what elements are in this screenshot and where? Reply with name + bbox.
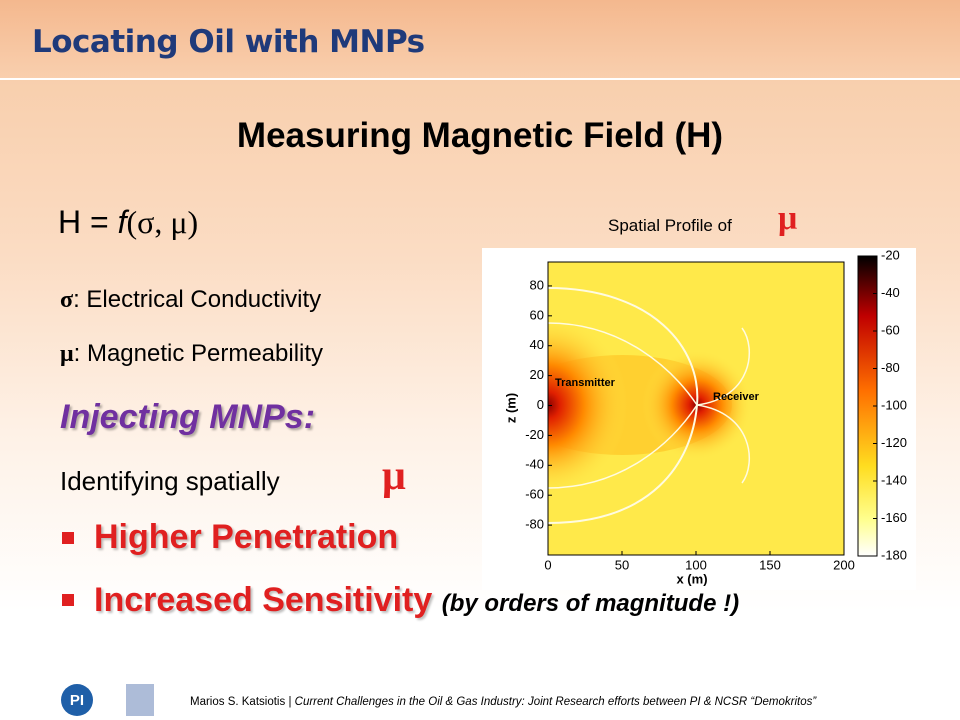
colorbar-tick-label: -180: [881, 547, 907, 562]
subtitle: Measuring Magnetic Field (H): [236, 116, 724, 155]
footer-talk: Current Challenges in the Oil & Gas Indu…: [294, 696, 817, 708]
y-tick-label: 40: [530, 337, 544, 352]
definition-text: : Electrical Conductivity: [73, 286, 322, 313]
logo-text: PI: [70, 692, 84, 709]
x-tick-label: 200: [833, 557, 855, 572]
slide-title: Locating Oil with MNPs: [32, 24, 425, 60]
y-tick-label: -60: [525, 487, 544, 502]
definition: σ: Electrical Conductivity: [60, 286, 321, 314]
footer-author: Marios S. Katsiotis: [190, 696, 286, 708]
annotation: Receiver: [713, 391, 760, 403]
logo: [61, 684, 93, 716]
definition-symbol: σ: [60, 287, 74, 313]
formula-lhs: H =: [58, 204, 109, 240]
colorbar-tick-label: -60: [881, 322, 900, 337]
x-tick-label: 50: [615, 557, 629, 572]
footer-separator: |: [288, 696, 292, 708]
x-tick-label: 100: [685, 557, 707, 572]
statement: Identifying spatially: [60, 466, 280, 496]
definition: μ: Magnetic Permeability: [60, 340, 323, 368]
x-axis-label: x (m): [676, 571, 707, 586]
annotation: Transmitter: [555, 377, 616, 389]
y-tick-label: -80: [525, 517, 544, 532]
formula-args: (σ, μ): [126, 204, 199, 240]
logo: [126, 684, 154, 716]
bullet-note: (by orders of magnitude !): [441, 590, 740, 617]
colorbar-tick-label: -20: [881, 248, 900, 262]
header-band: [0, 0, 960, 80]
bullet-marker: [62, 532, 74, 544]
colorbar-tick-label: -140: [881, 472, 907, 487]
bullet: Higher Penetration: [94, 518, 399, 556]
statement-symbol: μ: [382, 453, 406, 499]
y-tick-label: -40: [525, 457, 544, 472]
formula: H = f(σ, μ): [58, 204, 198, 241]
x-tick-label: 150: [759, 557, 781, 572]
y-tick-label: -20: [525, 427, 544, 442]
colorbar-tick-label: -120: [881, 435, 907, 450]
caption-symbol: μ: [778, 200, 798, 237]
definition-symbol: μ: [60, 341, 74, 367]
x-tick-label: 0: [544, 557, 551, 572]
y-tick-label: 60: [530, 307, 544, 322]
colorbar-tick-label: -160: [881, 510, 907, 525]
definition-text: : Magnetic Permeability: [73, 340, 324, 367]
y-tick-label: 20: [530, 367, 544, 382]
bullet: Increased Sensitivity (by orders of magn…: [94, 581, 739, 620]
colorbar-tick-label: -40: [881, 285, 900, 300]
colorbar-tick-label: -100: [881, 397, 907, 412]
figure-caption: Spatial Profile of: [608, 216, 732, 235]
heatmap: [548, 262, 844, 555]
bullet-text: Increased Sensitivity: [94, 581, 433, 619]
formula-function: f: [117, 204, 127, 240]
footer: Marios S. Katsiotis | Current Challenges…: [190, 696, 816, 708]
y-tick-label: 0: [537, 397, 544, 412]
section-heading: Injecting MNPs:: [60, 398, 316, 436]
y-tick-label: 80: [530, 277, 544, 292]
bullet-marker: [62, 594, 74, 606]
logos: PI: [61, 684, 154, 716]
y-axis-label: z (m): [503, 393, 518, 423]
colorbar-tick-label: -80: [881, 360, 900, 375]
figure: Transmitter Receiver x (m) z (m) 0 50 100 1…: [482, 248, 916, 590]
